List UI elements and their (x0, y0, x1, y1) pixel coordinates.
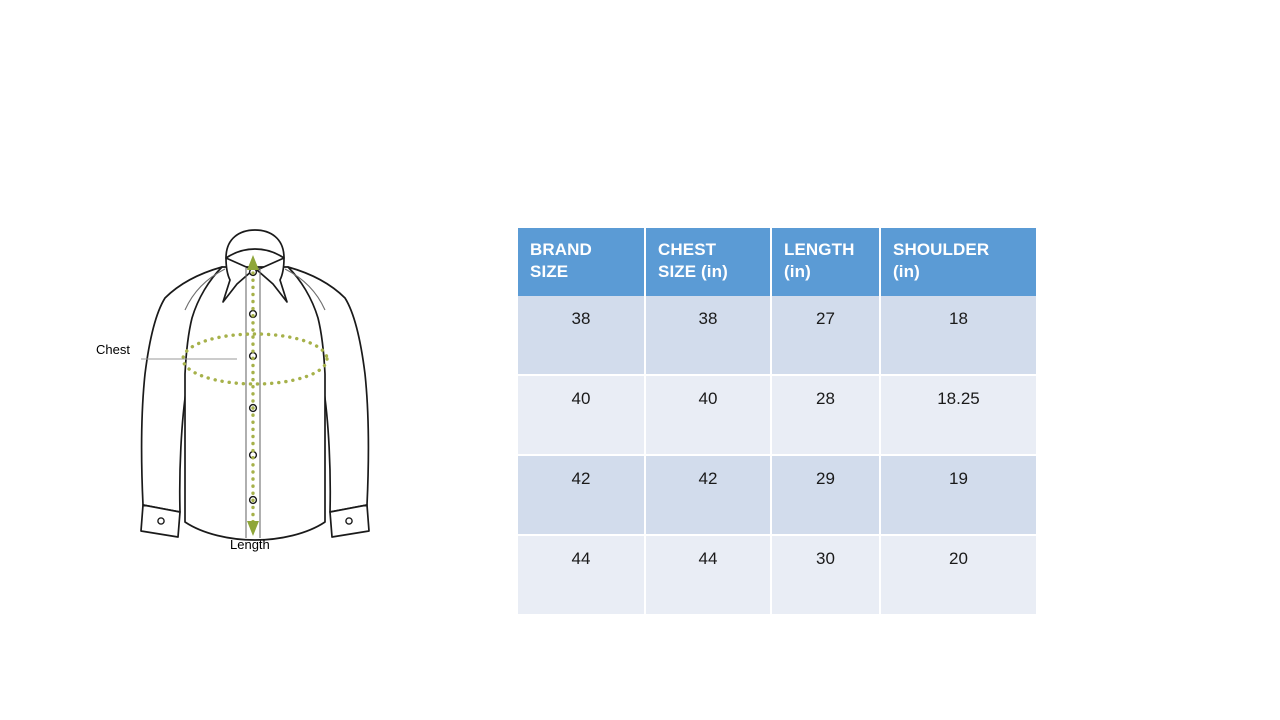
header-line-2: SIZE (in) (658, 262, 728, 282)
cell-chest-size: 40 (645, 374, 772, 456)
cell-chest-size: 44 (645, 534, 772, 616)
column-header-length: LENGTH (in) (771, 228, 881, 296)
column-header-chest-size: CHEST SIZE (in) (645, 228, 772, 296)
header-line-2: SIZE (530, 262, 569, 282)
cell-length: 28 (771, 374, 881, 456)
header-line-2: (in) (893, 262, 920, 282)
table-header-row: BRAND SIZE CHEST SIZE (in) LENGTH (in) S… (518, 228, 1036, 296)
cell-length: 30 (771, 534, 881, 616)
collar-right-wing (256, 257, 288, 303)
cell-shoulder: 20 (880, 534, 1036, 616)
shirt-diagram: Chest Length (85, 222, 425, 572)
length-arrow-bottom (247, 521, 259, 536)
header-line-1: SHOULDER (893, 240, 990, 259)
left-cuff-button (157, 517, 165, 525)
chest-measurement-label: Chest (96, 342, 130, 357)
length-arrow-top (247, 255, 259, 270)
table-row: 40 40 28 18.25 (518, 374, 1036, 456)
size-chart-table: BRAND SIZE CHEST SIZE (in) LENGTH (in) S… (518, 228, 1036, 616)
cell-length: 29 (771, 454, 881, 536)
table-row: 42 42 29 19 (518, 454, 1036, 536)
cell-brand-size: 40 (518, 374, 646, 456)
column-header-shoulder: SHOULDER (in) (880, 228, 1036, 296)
chest-measure-ellipse (181, 332, 329, 386)
header-line-1: LENGTH (784, 240, 855, 259)
right-shoulder-seam (284, 268, 326, 311)
right-cuff-button (345, 517, 353, 525)
length-measurement-label: Length (230, 537, 270, 552)
table-row: 38 38 27 18 (518, 295, 1036, 376)
cell-brand-size: 44 (518, 534, 646, 616)
column-header-brand-size: BRAND SIZE (518, 228, 646, 296)
header-line-1: BRAND (530, 240, 592, 259)
cell-shoulder: 19 (880, 454, 1036, 536)
cell-chest-size: 38 (645, 295, 772, 376)
cell-brand-size: 38 (518, 295, 646, 376)
header-line-1: CHEST (658, 240, 717, 259)
cell-brand-size: 42 (518, 454, 646, 536)
table-row: 44 44 30 20 (518, 534, 1036, 616)
shirt-body-outline (184, 266, 326, 541)
header-line-2: (in) (784, 262, 811, 282)
collar-stand (225, 229, 285, 259)
shirt-illustration-svg (140, 229, 370, 541)
cell-shoulder: 18 (880, 295, 1036, 376)
left-shoulder-seam (184, 268, 226, 311)
cell-chest-size: 42 (645, 454, 772, 536)
cell-length: 27 (771, 295, 881, 376)
cell-shoulder: 18.25 (880, 374, 1036, 456)
